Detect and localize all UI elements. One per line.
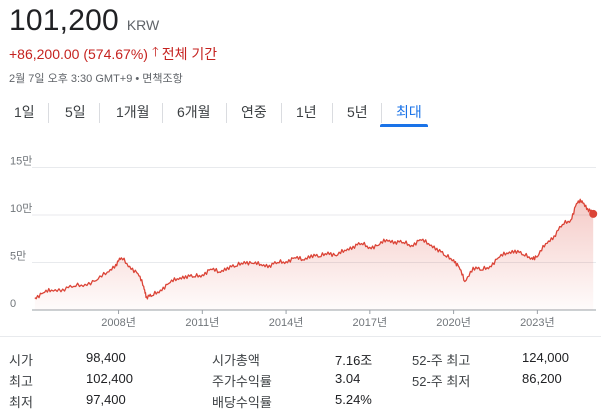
tab-divider [332, 103, 333, 123]
tab-5d[interactable]: 5일 [65, 104, 86, 120]
x-tick-label: 2020년 [436, 316, 471, 329]
currency-label: KRW [126, 17, 160, 33]
tab-1d[interactable]: 1일 [14, 104, 35, 120]
timestamp-disclaimer[interactable]: 2월 7일 오후 3:30 GMT+9 • 면책조항 [9, 73, 183, 85]
tab-max[interactable]: 최대 [396, 104, 422, 120]
stat-value-52w-low: 86,200 [522, 371, 562, 386]
tab-ytd[interactable]: 연중 [241, 104, 267, 120]
tab-1y[interactable]: 1년 [296, 104, 317, 120]
stat-value-high: 102,400 [86, 371, 133, 386]
y-tick-label: 10만 [10, 202, 32, 215]
active-tab-indicator [380, 124, 428, 127]
range-tabs: 1일 5일 1개월 6개월 연중 1년 5년 최대 [0, 96, 601, 126]
tab-divider [381, 103, 382, 123]
x-tick-label: 2011년 [185, 316, 219, 329]
x-tick-label: 2017년 [353, 316, 388, 329]
divider [0, 336, 601, 337]
arrow-up-icon: 🡑 [151, 44, 159, 59]
tab-divider [162, 103, 163, 123]
stat-value-52w-high: 124,000 [522, 350, 569, 365]
current-point [589, 209, 598, 218]
stat-label-dividend-yield: 배당수익률 [212, 395, 272, 410]
tab-divider [99, 103, 100, 123]
stat-label-52w-low: 52-주 최저 [412, 374, 471, 389]
stat-label-high: 최고 [9, 374, 33, 389]
stat-label-52w-high: 52-주 최고 [412, 353, 471, 368]
x-tick-label: 2014년 [269, 316, 304, 329]
stat-label-open: 시가 [9, 353, 33, 368]
price-line [34, 198, 594, 300]
price-change: +86,200.00 (574.67%) 🡑 전체 기간 [9, 43, 217, 65]
stat-value-low: 97,400 [86, 392, 126, 407]
change-period: 전체 기간 [161, 46, 218, 62]
y-tick-label: 15만 [10, 155, 32, 168]
current-price: 101,200 [9, 4, 119, 37]
price-header: 101,200 KRW [9, 4, 159, 38]
x-tick-label: 2023년 [520, 316, 555, 329]
y-tick-label: 0 [10, 298, 16, 310]
tab-divider [226, 103, 227, 123]
tab-divider [281, 103, 282, 123]
stat-value-dividend-yield: 5.24% [335, 392, 372, 407]
price-chart[interactable]: 15만 10만 5만 0 2008년 2011년 2014년 2017년 2020년 2023년 [0, 150, 601, 335]
stat-value-market-cap: 7.16조 [335, 353, 373, 368]
y-tick-label: 5만 [10, 250, 26, 263]
change-value: +86,200.00 (574.67%) [9, 46, 148, 62]
stat-label-market-cap: 시가총액 [212, 353, 260, 368]
stat-label-pe-ratio: 주가수익률 [212, 374, 272, 389]
x-tick-label: 2008년 [101, 316, 136, 329]
tab-1m[interactable]: 1개월 [116, 104, 150, 120]
tab-divider [48, 103, 49, 123]
stat-value-pe-ratio: 3.04 [335, 371, 361, 386]
tab-5y[interactable]: 5년 [347, 104, 368, 120]
tab-6m[interactable]: 6개월 [177, 104, 211, 120]
stat-label-low: 최저 [9, 395, 33, 410]
stat-value-open: 98,400 [86, 350, 126, 365]
